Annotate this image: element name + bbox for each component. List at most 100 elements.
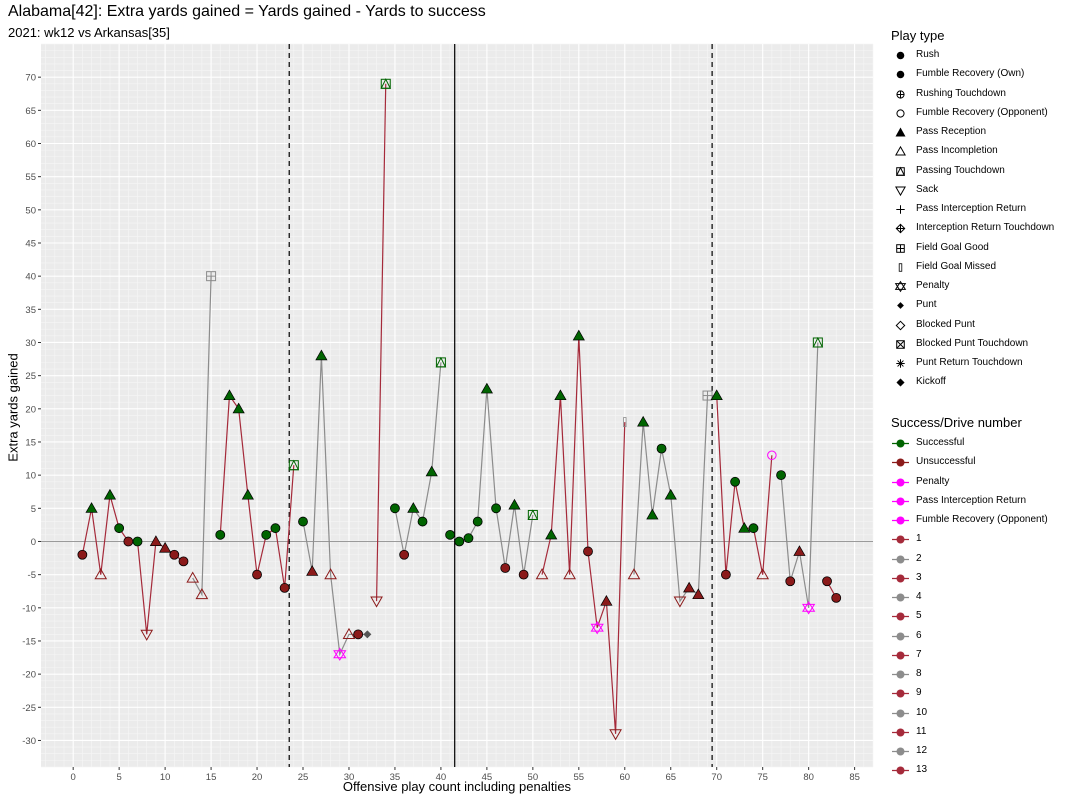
data-point [756, 568, 770, 580]
data-point [646, 508, 659, 520]
legend-label: Rush [916, 49, 940, 60]
y-tick-label: 40 [25, 272, 36, 283]
legend-label: Pass Interception Return [916, 494, 1027, 506]
data-point [583, 546, 593, 557]
legend-key [892, 709, 909, 717]
legend-key [895, 186, 906, 196]
legend-label: Punt Return Touchdown [916, 357, 1023, 368]
legend-key [892, 632, 909, 640]
y-tick-label: -5 [28, 570, 36, 581]
legend-success-item: 10 [891, 704, 1067, 723]
legend-label: Fumble Recovery (Opponent) [916, 514, 1048, 525]
legend-play-type-item: Kickoff [891, 373, 1067, 392]
legend-label: 9 [916, 687, 922, 699]
data-point [801, 601, 816, 615]
legend-key [892, 670, 909, 679]
y-tick-label: 60 [25, 139, 36, 150]
legend-key [894, 280, 907, 293]
data-point [279, 583, 290, 593]
x-tick-label: 80 [803, 772, 814, 783]
data-point [454, 536, 465, 547]
legend-label: 4 [916, 591, 922, 602]
legend-label: Unsuccessful [916, 456, 976, 468]
data-point [822, 576, 832, 587]
data-point [353, 629, 364, 640]
data-point [417, 516, 428, 527]
x-tick-label: 70 [711, 772, 722, 783]
data-point [831, 592, 842, 603]
legend-success-item: Penalty [891, 473, 1067, 492]
data-point [140, 629, 154, 641]
data-point [623, 417, 627, 427]
legend-success-item: Unsuccessful [891, 453, 1067, 472]
legend-key [898, 263, 903, 272]
x-axis-label: Offensive play count including penalties [342, 779, 572, 794]
legend-success-item: Pass Interception Return [891, 492, 1067, 511]
legend-play-type-item: Blocked Punt Touchdown [891, 335, 1067, 354]
legend-label: 10 [916, 706, 928, 718]
legend-label: Punt [916, 299, 937, 311]
legend-key [892, 458, 909, 467]
legend-success-item: 9 [891, 684, 1067, 703]
legend-success-item: 4 [891, 588, 1067, 607]
legend-play-type-item: Fumble Recovery (Opponent) [891, 104, 1067, 123]
legend-success-item: Fumble Recovery (Opponent) [891, 511, 1067, 530]
legend-label: 3 [916, 571, 922, 583]
data-point [298, 516, 308, 527]
y-tick-label: -30 [22, 736, 36, 747]
legend-key [895, 223, 906, 234]
data-point [232, 402, 245, 414]
legend-label: Rushing Touchdown [916, 87, 1006, 99]
legend-play-type-title: Play type [891, 28, 945, 43]
data-point [664, 488, 677, 500]
data-point [342, 627, 356, 639]
data-point [572, 329, 585, 341]
data-point [114, 523, 125, 534]
data-point [380, 78, 392, 89]
data-point [77, 549, 88, 560]
legend-label: 12 [916, 745, 928, 756]
y-tick-label: 50 [25, 205, 36, 216]
legend-key [895, 320, 906, 330]
legend-key [896, 378, 905, 387]
y-tick-label: 65 [25, 106, 36, 117]
legend-key [892, 478, 909, 486]
y-tick-label: 10 [25, 471, 36, 482]
legend-label: Sack [916, 183, 939, 195]
legend-key [892, 689, 909, 698]
x-tick-label: 45 [482, 772, 493, 783]
legend-success-item: 8 [891, 665, 1067, 684]
data-point [324, 568, 337, 580]
legend-play-type-item: Field Goal Missed [891, 258, 1067, 277]
data-point [315, 349, 328, 361]
legend-key [896, 51, 905, 60]
legend-key [896, 70, 905, 79]
legend-play-type-item: Rushing Touchdown [891, 85, 1067, 104]
data-point [132, 536, 143, 547]
legend-label: 5 [916, 610, 922, 622]
drive-6-line [394, 362, 442, 555]
legend-label: Passing Touchdown [916, 164, 1005, 176]
y-tick-label: 45 [25, 238, 36, 249]
legend-key [892, 574, 909, 583]
data-point [692, 588, 705, 600]
legend-success-item: 2 [891, 550, 1067, 569]
data-point [812, 336, 824, 348]
legend-label: Blocked Punt Touchdown [916, 337, 1029, 349]
legend-success-item: Successful [891, 434, 1067, 453]
y-tick-label: 35 [25, 305, 36, 316]
data-point [195, 588, 209, 600]
legend-label: Fumble Recovery (Opponent) [916, 106, 1048, 118]
legend-label: 2 [916, 552, 922, 564]
data-point [215, 529, 226, 540]
data-point [407, 502, 420, 513]
legend-label: Kickoff [916, 376, 946, 388]
data-point [590, 621, 604, 635]
legend-success-item: 5 [891, 607, 1067, 626]
x-tick-label: 40 [436, 772, 447, 783]
data-point [169, 549, 180, 560]
legend-label: 6 [916, 629, 922, 641]
data-point [241, 488, 254, 500]
data-point [480, 382, 493, 394]
drive-9-line [541, 335, 626, 734]
